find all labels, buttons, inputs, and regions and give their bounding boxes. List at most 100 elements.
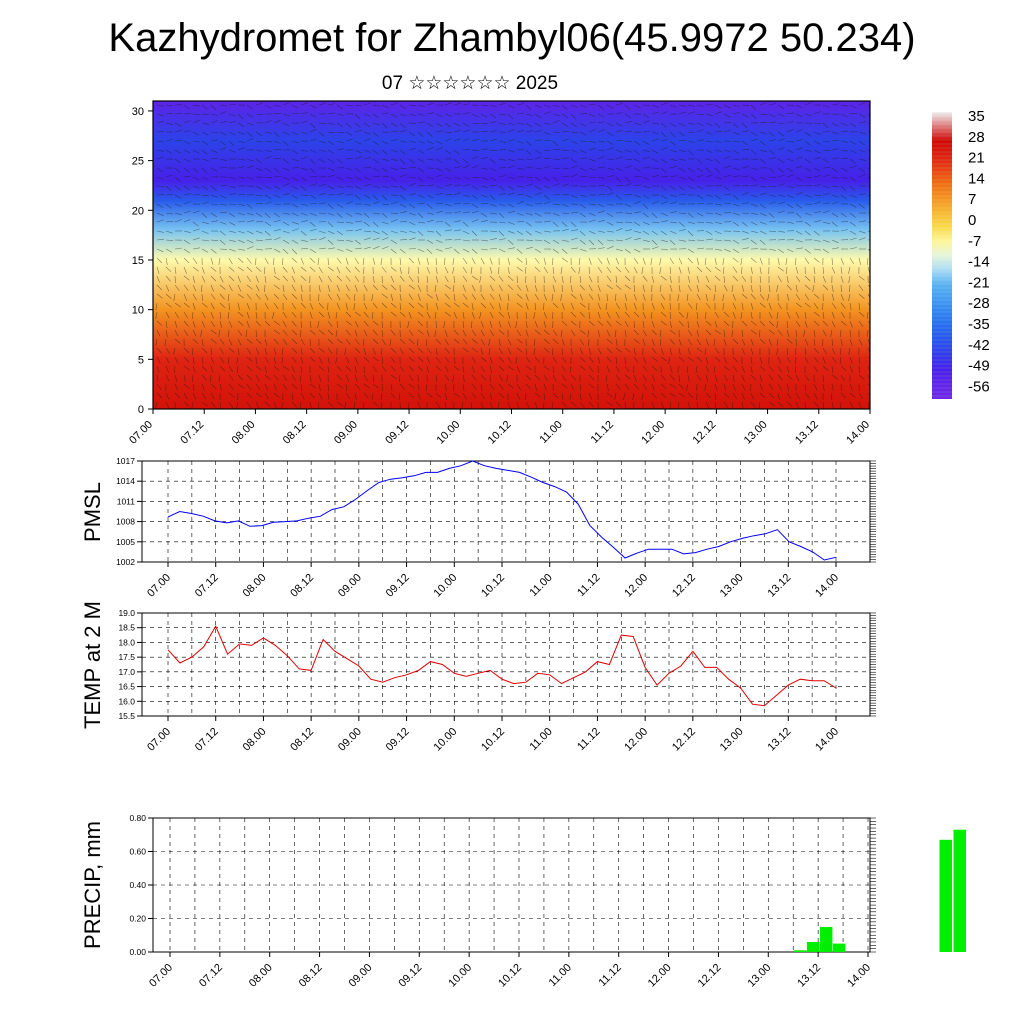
precip-x-tick: 12.12: [696, 962, 724, 990]
temp-y-tick: 17.5: [118, 652, 135, 662]
cross-section-x-tick: 14.00: [844, 419, 872, 447]
cross-section-y-tick: 30: [132, 106, 144, 118]
cross-section-x-tick: 08.00: [230, 419, 258, 447]
precip-y-tick: 0.60: [129, 847, 146, 857]
pmsl-x-tick: 09.00: [336, 572, 364, 600]
precip-x-tick: 10.00: [446, 962, 474, 990]
cross-section-x-tick: 11.00: [537, 419, 564, 446]
precip-x-tick: 09.00: [347, 962, 375, 990]
pmsl-x-tick: 09.12: [384, 572, 412, 600]
temp-x-tick: 14.00: [813, 726, 841, 754]
temp-x-tick: 07.12: [193, 726, 221, 754]
cross-section-y-tick: 0: [138, 404, 144, 416]
pmsl-x-tick: 10.00: [431, 572, 459, 600]
cross-section-x-tick: 12.00: [639, 419, 667, 447]
precip-x-tick: 07.12: [197, 962, 225, 990]
cross-section-x-tick: 11.12: [589, 419, 616, 446]
temp-y-tick: 18.0: [118, 637, 135, 647]
pmsl-y-tick: 1014: [116, 476, 135, 486]
cross-section-y-tick: 15: [132, 255, 144, 267]
colorbar: 35 28 21 14 7 0 -7 -14 -21 -28 -35 -42 -49 -56: [932, 108, 990, 399]
cross-section-x-tick: 09.00: [332, 419, 360, 447]
pmsl-x-tick: 12.00: [622, 572, 650, 600]
temp-y-label: TEMP at 2 M: [80, 601, 105, 729]
pmsl-x-tick: 13.00: [718, 572, 746, 600]
precip-x-tick: 12.00: [646, 962, 674, 990]
colorbar-label: 35: [968, 108, 985, 125]
pmsl-x-tick: 11.12: [575, 572, 602, 599]
precip-y-tick: 0.20: [129, 914, 146, 924]
temp-y-tick: 18.5: [118, 623, 135, 633]
precip-y-tick: 0.40: [129, 880, 146, 890]
temp-panel: 15.5 16.0 16.5 17.0 17.5 18.0 18.5 19.0 07.00 07.…: [80, 601, 876, 754]
temp-frame: [141, 612, 871, 717]
cross-section-x-tick: 08.12: [281, 419, 309, 447]
precip-bar: [819, 926, 833, 952]
temp-x-tick: 12.12: [670, 726, 698, 754]
cross-section-x-tick: 09.12: [383, 419, 411, 447]
colorbar-label: 0: [968, 212, 976, 229]
precip-x-tick: 11.12: [596, 962, 623, 989]
temp-x-tick: 08.00: [241, 726, 269, 754]
pmsl-frame: [141, 460, 871, 563]
temp-x-tick: 07.00: [145, 726, 173, 754]
precip-panel: 0.00 0.20 0.40 0.60 0.80 07.00 07.12 08.00 08.12…: [80, 813, 966, 990]
colorbar-fill: [932, 112, 952, 399]
temp-x-tick: 09.00: [336, 726, 364, 754]
pmsl-panel: 1002 1005 1008 1011 1014 1017 07.00 07.12 08.00 0…: [80, 456, 876, 600]
temp-y-tick: 15.5: [118, 711, 135, 721]
colorbar-label: -21: [968, 274, 990, 291]
temp-x-tick: 12.00: [622, 726, 650, 754]
precip-y-tick: 0.80: [129, 813, 146, 823]
pmsl-y-label: PMSL: [80, 482, 105, 542]
precip-bar: [939, 839, 952, 952]
colorbar-label: -7: [968, 233, 981, 250]
cross-section-x-tick: 07.12: [178, 419, 206, 447]
precip-y-tick: 0.00: [129, 947, 146, 957]
pmsl-x-tick: 08.12: [288, 572, 316, 600]
colorbar-label: -35: [968, 316, 990, 333]
cross-section-x-tick: 07.00: [127, 419, 155, 447]
precip-bar: [953, 829, 966, 952]
pmsl-x-tick: 11.00: [527, 572, 554, 599]
precip-x-tick: 11.00: [547, 962, 574, 989]
precip-frame: [152, 817, 871, 953]
temp-y-tick: 19.0: [118, 608, 135, 618]
pmsl-y-tick: 1011: [117, 496, 136, 506]
precip-x-tick: 14.00: [845, 962, 873, 990]
pmsl-x-tick: 08.00: [241, 572, 269, 600]
pmsl-x-tick: 07.00: [145, 572, 173, 600]
pmsl-y-tick: 1005: [116, 537, 135, 547]
temp-x-tick: 11.00: [527, 726, 554, 753]
temp-y-tick: 16.5: [118, 682, 135, 692]
precip-x-tick: 08.00: [247, 962, 275, 990]
cross-section-y-tick: 20: [132, 205, 144, 217]
precip-bar: [832, 943, 846, 952]
temperature-field: [153, 101, 870, 409]
pmsl-x-tick: 07.12: [193, 572, 221, 600]
colorbar-label: -49: [968, 358, 990, 375]
pmsl-x-tick: 14.00: [813, 572, 841, 600]
temp-x-tick: 10.00: [431, 726, 459, 754]
cross-section-x-tick: 10.12: [486, 419, 514, 447]
precip-bar: [794, 950, 807, 952]
precip-y-label: PRECIP, mm: [80, 821, 105, 949]
temp-x-tick: 10.12: [479, 726, 507, 754]
colorbar-label: -14: [968, 254, 990, 271]
colorbar-label: -56: [968, 378, 990, 395]
page-subtitle: 07 ☆☆☆☆☆☆ 2025: [381, 73, 559, 94]
temp-x-tick: 13.00: [718, 726, 746, 754]
cross-section-y-tick: 10: [132, 305, 144, 317]
precip-x-tick: 10.12: [496, 962, 524, 990]
cross-section-y-tick: 5: [138, 354, 144, 366]
temp-x-tick: 08.12: [288, 726, 316, 754]
precip-x-tick: 13.12: [795, 962, 823, 990]
temp-series-line: [167, 625, 837, 707]
pmsl-x-tick: 13.12: [765, 572, 793, 600]
cross-section-x-tick: 13.00: [742, 419, 770, 447]
precip-bar: [806, 942, 820, 952]
precip-x-tick: 08.12: [297, 962, 325, 990]
precip-x-tick: 09.12: [396, 962, 424, 990]
temp-x-tick: 11.12: [575, 726, 602, 753]
